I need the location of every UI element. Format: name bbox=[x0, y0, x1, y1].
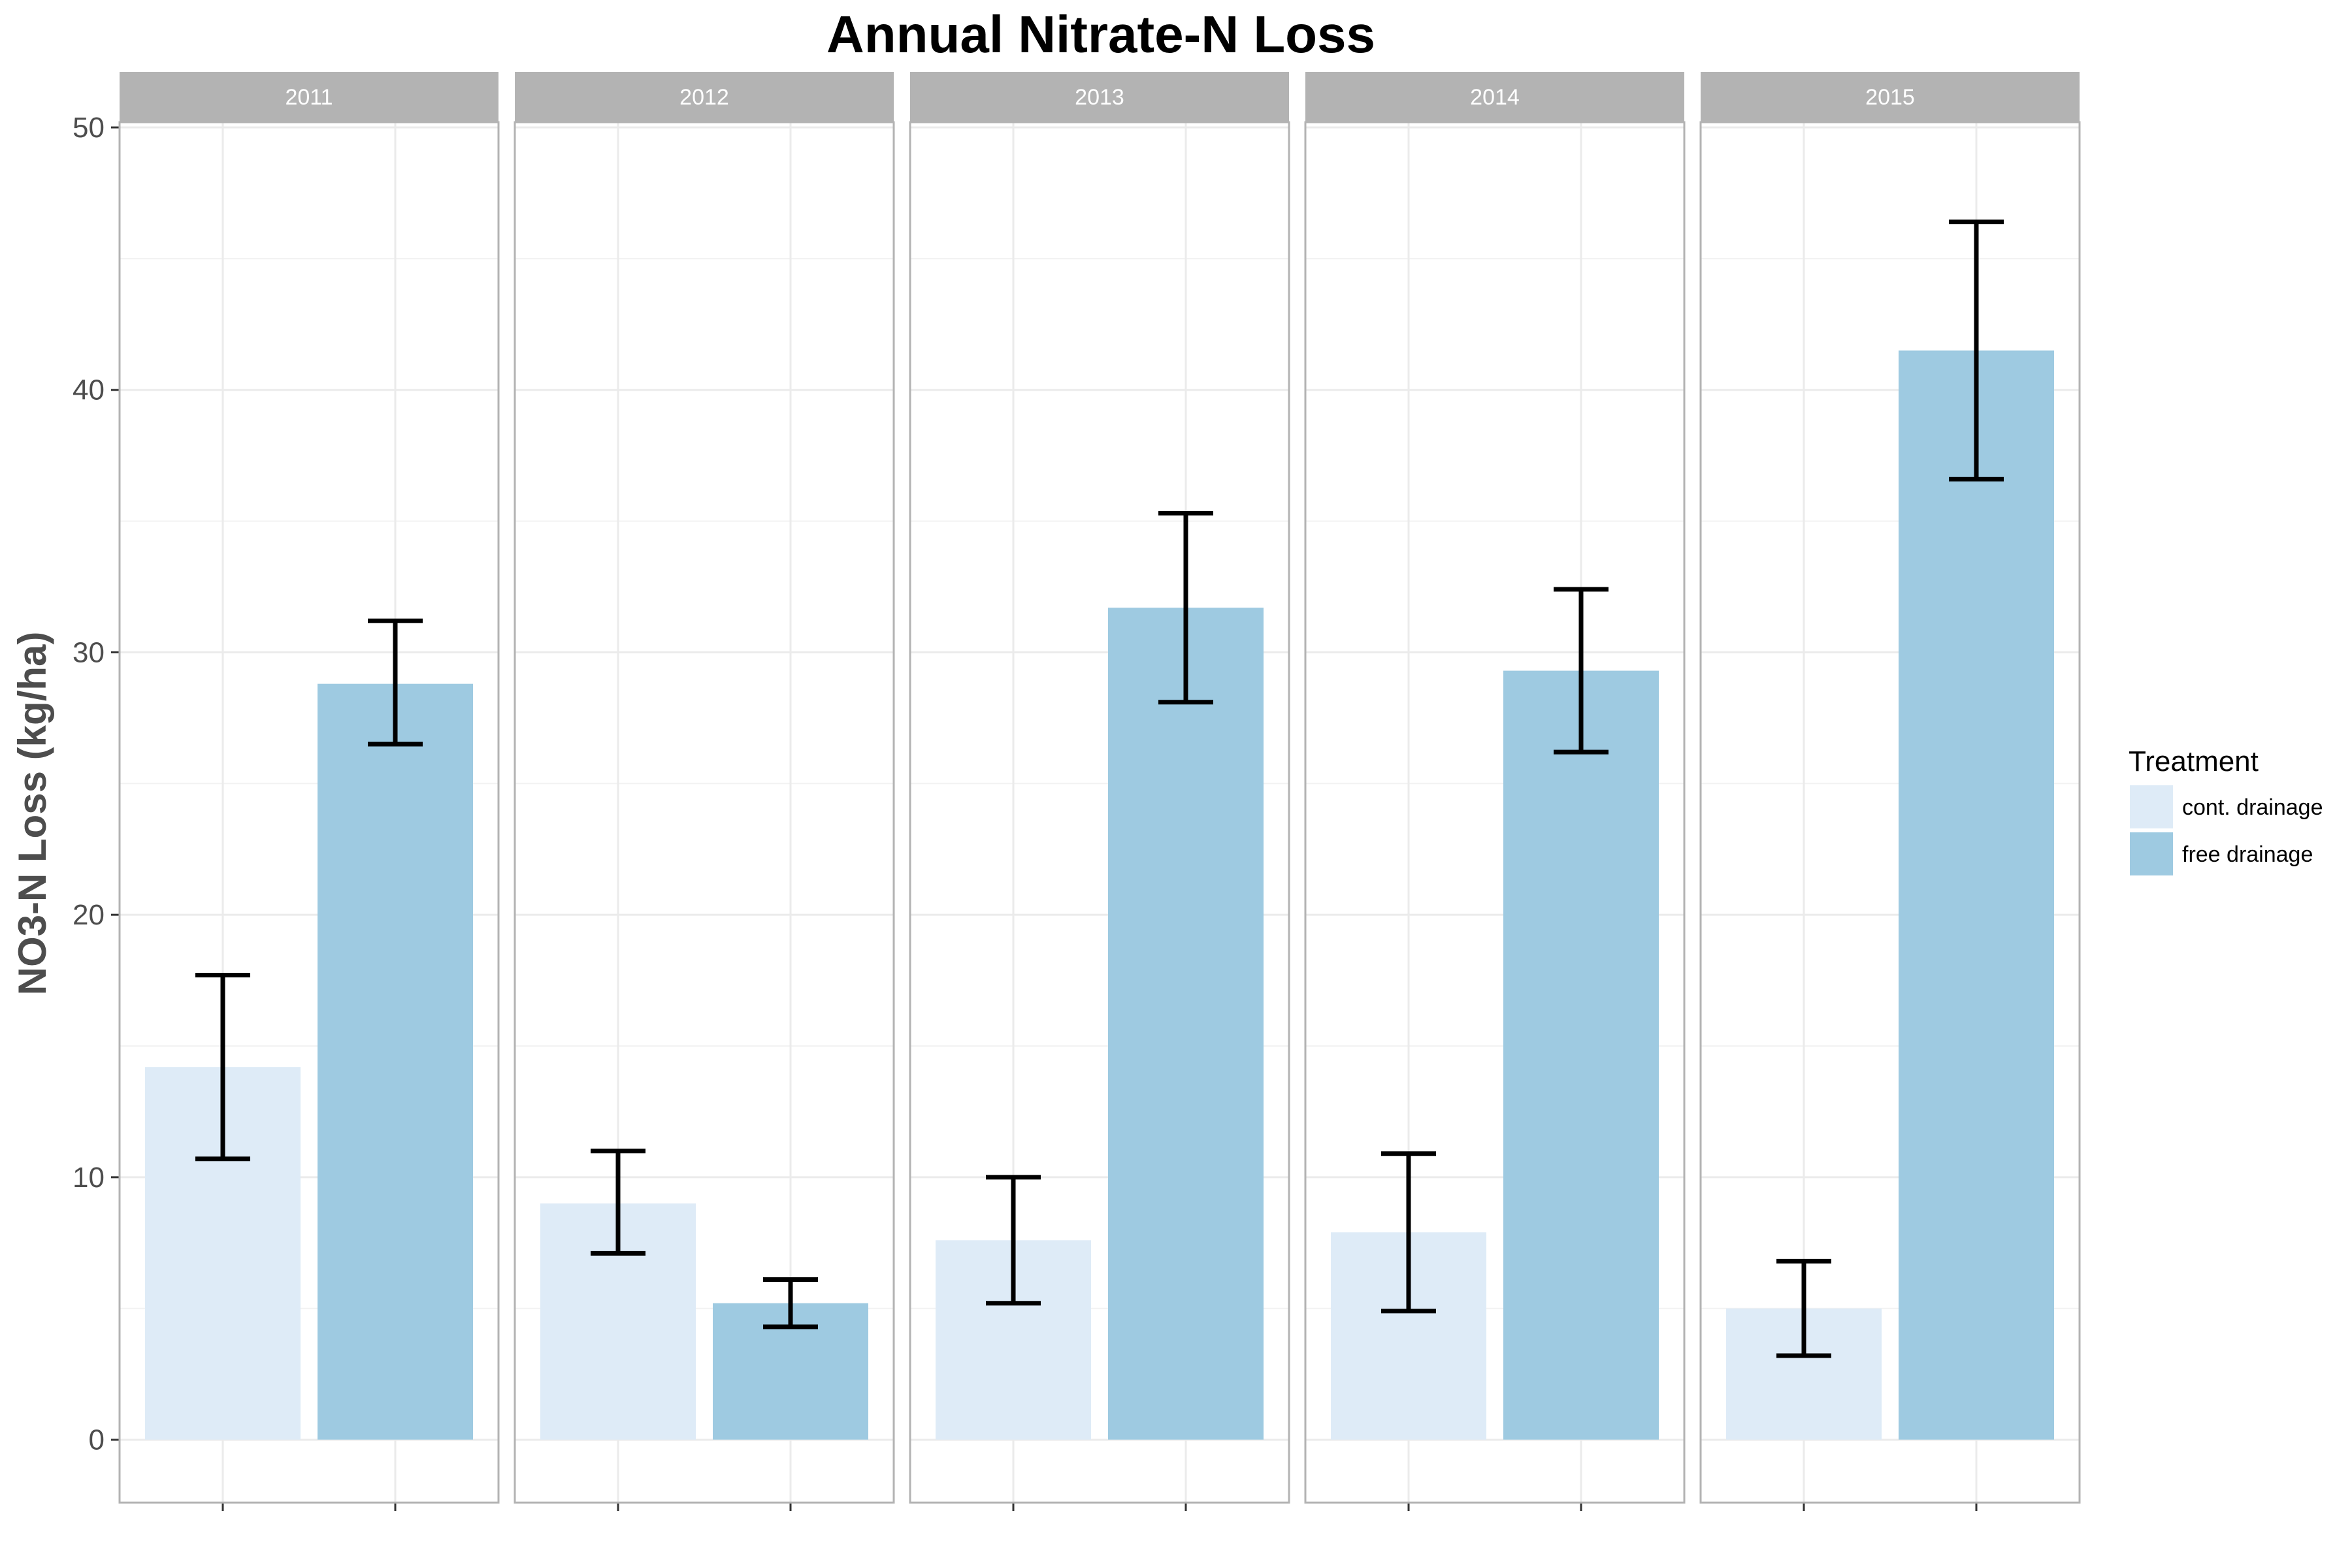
error-bar bbox=[763, 1277, 818, 1330]
facet-strip bbox=[1305, 72, 1684, 122]
legend-label: free drainage bbox=[2182, 842, 2313, 867]
legend-entries: cont. drainage free drainage bbox=[2130, 785, 2323, 875]
facet-strip bbox=[1701, 72, 2080, 122]
error-bar bbox=[368, 618, 423, 747]
error-bar bbox=[1381, 1151, 1436, 1314]
error-bar bbox=[986, 1175, 1041, 1306]
y-tick-label: 20 bbox=[73, 899, 105, 931]
facet-panels: 2011 2012 2013 2014 2015 bbox=[118, 72, 2081, 1511]
y-tick-label: 40 bbox=[73, 374, 105, 406]
legend-title: Treatment bbox=[2129, 745, 2259, 777]
legend-key bbox=[2130, 832, 2173, 875]
y-axis-ticks: 0 10 20 30 40 50 bbox=[73, 112, 120, 1456]
error-bar bbox=[195, 973, 250, 1162]
y-tick-label: 30 bbox=[73, 636, 105, 668]
facet-strip bbox=[910, 72, 1289, 122]
error-bar bbox=[1158, 511, 1213, 705]
y-tick-label: 50 bbox=[73, 112, 105, 144]
facet-strip-label: 2014 bbox=[1470, 85, 1520, 110]
facet-panel-2014: 2014 bbox=[1304, 72, 1686, 1511]
bar-free-drainage bbox=[318, 683, 473, 1440]
legend-label: cont. drainage bbox=[2182, 795, 2323, 820]
facet-strip-label: 2013 bbox=[1075, 85, 1124, 110]
y-tick-label: 0 bbox=[89, 1424, 105, 1456]
legend-entry: cont. drainage bbox=[2130, 785, 2323, 828]
bar-free-drainage bbox=[1899, 350, 2054, 1440]
facet-strip-label: 2011 bbox=[285, 85, 333, 110]
panel-border bbox=[909, 121, 1290, 1504]
panel-border bbox=[1304, 121, 1686, 1504]
error-bar bbox=[1554, 587, 1609, 755]
panel-border bbox=[1699, 121, 2081, 1504]
bar-free-drainage bbox=[1108, 608, 1264, 1440]
facet-panel-2011: 2011 bbox=[118, 72, 500, 1511]
panel-border bbox=[118, 121, 500, 1504]
error-bar bbox=[1949, 220, 2004, 482]
legend: Treatment cont. drainage free drainage bbox=[2129, 745, 2323, 875]
facet-strip-label: 2012 bbox=[679, 85, 729, 110]
bar-free-drainage bbox=[1503, 670, 1659, 1440]
y-axis-label: NO3-N Loss (kg/ha) bbox=[10, 632, 54, 996]
facet-strip bbox=[120, 72, 498, 122]
panel-border bbox=[514, 121, 895, 1504]
facet-strip bbox=[515, 72, 894, 122]
y-tick-label: 10 bbox=[73, 1162, 105, 1194]
chart-title: Annual Nitrate-N Loss bbox=[826, 5, 1375, 63]
error-bar bbox=[1776, 1258, 1831, 1358]
facet-panel-2012: 2012 bbox=[514, 72, 895, 1511]
facet-panel-2015: 2015 bbox=[1699, 72, 2081, 1511]
legend-key bbox=[2130, 785, 2173, 828]
facet-panel-2013: 2013 bbox=[909, 72, 1290, 1511]
facet-strip-label: 2015 bbox=[1865, 85, 1915, 110]
legend-entry: free drainage bbox=[2130, 832, 2313, 875]
error-bar bbox=[591, 1149, 645, 1256]
